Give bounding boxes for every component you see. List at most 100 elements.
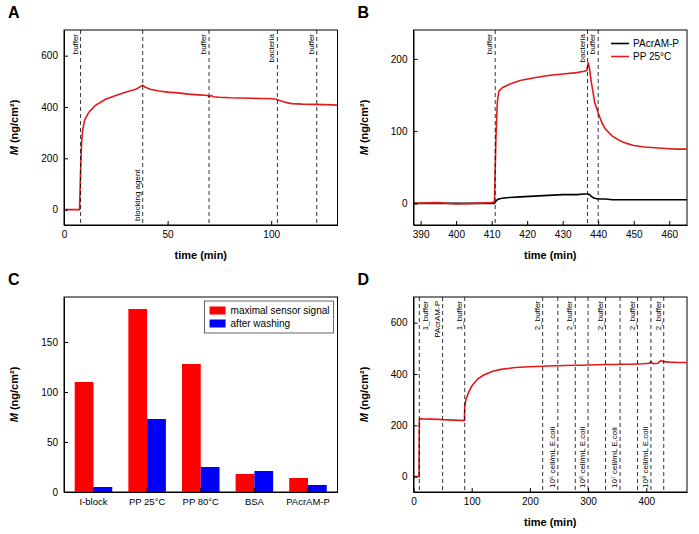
legend: PAcrAM-PPP 25°C bbox=[607, 34, 683, 66]
plot-frame bbox=[64, 297, 338, 492]
x-tick-label: BSA bbox=[245, 496, 265, 507]
bar bbox=[75, 382, 94, 492]
x-axis: I-block PP 25°C PP 80°C BSA PAcrAM-P bbox=[65, 488, 339, 507]
series-line bbox=[414, 63, 688, 205]
x-tick: 100 bbox=[263, 221, 280, 240]
x-tick-label: 0 bbox=[411, 496, 417, 507]
legend-swatch bbox=[210, 307, 226, 315]
event-line bbox=[637, 297, 638, 492]
event-label: buffer bbox=[588, 34, 597, 55]
y-tick-label: 200 bbox=[391, 420, 408, 431]
x-tick-mark bbox=[93, 488, 94, 492]
x-tick: PP 80°C bbox=[183, 488, 220, 507]
event-line bbox=[598, 30, 599, 225]
x-axis: 0100200300400 bbox=[411, 488, 687, 507]
x-tick-label: 100 bbox=[464, 496, 481, 507]
y-tick-mark bbox=[64, 56, 68, 57]
legend-box bbox=[607, 34, 683, 66]
y-tick-label: 200 bbox=[391, 54, 408, 65]
panel-title: C bbox=[8, 271, 20, 288]
y-axis-title: M (ng/cm²) bbox=[8, 366, 20, 422]
x-tick-mark bbox=[200, 488, 201, 492]
bar bbox=[93, 487, 112, 492]
y-axis: 0 200 400 600 bbox=[391, 298, 418, 493]
y-tick-mark bbox=[64, 342, 68, 343]
x-axis-title: time (min) bbox=[524, 516, 577, 528]
y-tick: 400 bbox=[41, 102, 68, 113]
y-tick-mark bbox=[64, 492, 68, 493]
x-tick: 410 bbox=[484, 221, 501, 240]
legend-swatch bbox=[611, 56, 629, 58]
legend-swatch bbox=[611, 43, 629, 45]
x-tick-label: 100 bbox=[263, 229, 280, 240]
x-tick-label: PAcrAM-P bbox=[286, 496, 330, 507]
y-tick: 200 bbox=[391, 54, 418, 65]
event-label: blocking agent bbox=[133, 169, 142, 221]
event-line bbox=[495, 30, 496, 225]
plot-area: 3904004104204304404504600100200time (min… bbox=[391, 30, 688, 261]
y-tick-mark bbox=[414, 374, 418, 375]
event-line bbox=[464, 297, 465, 492]
event-line bbox=[650, 297, 651, 492]
event-line bbox=[620, 297, 621, 492]
y-tick-label: 600 bbox=[391, 317, 408, 328]
y-tick-mark bbox=[64, 107, 68, 108]
x-tick: 420 bbox=[519, 221, 536, 240]
legend: maximal sensor signalafter washing bbox=[205, 301, 334, 333]
series-line bbox=[64, 85, 338, 209]
y-tick-mark bbox=[414, 477, 418, 478]
event-line bbox=[587, 30, 588, 225]
x-tick-label: I-block bbox=[80, 496, 108, 507]
y-tick: 0 bbox=[52, 204, 68, 215]
event-line bbox=[575, 297, 576, 492]
x-axis-line bbox=[65, 492, 339, 493]
y-axis: 050100150 bbox=[41, 298, 68, 498]
data-marks bbox=[414, 63, 688, 205]
y-tick: 600 bbox=[41, 50, 68, 61]
x-tick-label: 390 bbox=[413, 229, 430, 240]
event-label: bacteria bbox=[578, 33, 587, 62]
event-line bbox=[663, 297, 664, 492]
event-label: 10⁷ cell/mL E.coli bbox=[610, 427, 619, 488]
y-axis-title: M (ng/cm²) bbox=[358, 99, 370, 155]
y-tick-mark bbox=[64, 442, 68, 443]
x-tick: PP 25°C bbox=[129, 488, 166, 507]
x-tick: PAcrAM-P bbox=[286, 488, 330, 507]
x-tick-label: 300 bbox=[580, 496, 597, 507]
y-tick-mark bbox=[414, 59, 418, 60]
event-label: 1_buffer bbox=[455, 301, 464, 331]
y-tick: 200 bbox=[391, 420, 418, 431]
event-line bbox=[419, 297, 420, 492]
x-tick-mark bbox=[527, 221, 528, 225]
event-label: buffer bbox=[199, 34, 208, 55]
x-tick-mark bbox=[530, 488, 531, 492]
y-tick: 400 bbox=[391, 369, 418, 380]
event-label: bacteria bbox=[267, 33, 276, 62]
event-line bbox=[277, 30, 278, 225]
x-tick-label: 460 bbox=[661, 229, 678, 240]
x-axis: 390400410420430440450460 bbox=[413, 221, 688, 240]
x-axis-title: time (min) bbox=[174, 249, 227, 261]
x-axis-line bbox=[414, 492, 688, 493]
event-line bbox=[142, 30, 143, 225]
event-line bbox=[316, 30, 317, 225]
y-axis: 0 200 400 600 bbox=[41, 31, 68, 226]
x-tick-mark bbox=[492, 221, 493, 225]
legend-swatch bbox=[210, 320, 226, 328]
y-tick-label: 0 bbox=[402, 198, 408, 209]
x-tick: 400 bbox=[638, 488, 655, 507]
x-tick-mark bbox=[563, 221, 564, 225]
y-axis-line bbox=[64, 31, 65, 226]
y-tick-mark bbox=[64, 210, 68, 211]
x-tick-label: 440 bbox=[590, 229, 607, 240]
data-marks bbox=[64, 85, 338, 209]
y-axis-line bbox=[64, 298, 65, 493]
panel-title: A bbox=[8, 4, 20, 21]
x-tick: BSA bbox=[245, 488, 265, 507]
y-tick: 200 bbox=[41, 153, 68, 164]
bar bbox=[308, 485, 327, 492]
x-tick-label: 0 bbox=[62, 229, 68, 240]
x-tick-mark bbox=[456, 221, 457, 225]
y-tick: 0 bbox=[402, 471, 418, 482]
bar bbox=[182, 364, 201, 492]
